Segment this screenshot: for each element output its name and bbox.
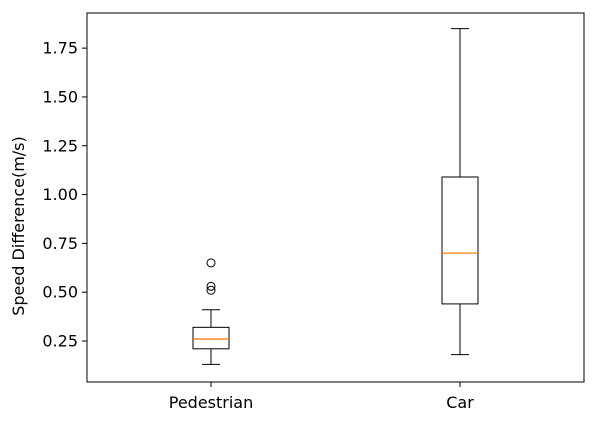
outlier-point bbox=[206, 285, 216, 295]
y-axis-label: Speed Difference(m/s) bbox=[9, 136, 28, 316]
x-tick-label: Pedestrian bbox=[169, 393, 254, 412]
y-tick-label: 0.75 bbox=[42, 234, 78, 253]
plot-frame bbox=[86, 12, 585, 383]
y-tick-label: 1.00 bbox=[42, 185, 78, 204]
x-tick-label: Car bbox=[446, 393, 474, 412]
x-axis: Pedestrian Car bbox=[169, 382, 474, 412]
outlier-point bbox=[206, 258, 216, 268]
y-tick-label: 1.75 bbox=[42, 39, 78, 58]
y-tick-label: 1.50 bbox=[42, 87, 78, 106]
boxes bbox=[192, 28, 479, 365]
y-tick-label: 0.25 bbox=[42, 332, 78, 351]
y-tick-label: 0.50 bbox=[42, 283, 78, 302]
box-pedestrian bbox=[192, 258, 230, 365]
y-axis: 0.25 0.50 0.75 1.00 1.25 1.50 1.75 bbox=[42, 39, 87, 351]
box-car bbox=[441, 28, 479, 356]
y-tick-label: 1.25 bbox=[42, 136, 78, 155]
iqr-box bbox=[441, 176, 479, 305]
plot-area bbox=[86, 12, 585, 383]
iqr-box bbox=[192, 326, 230, 350]
outlier-point bbox=[206, 281, 216, 291]
